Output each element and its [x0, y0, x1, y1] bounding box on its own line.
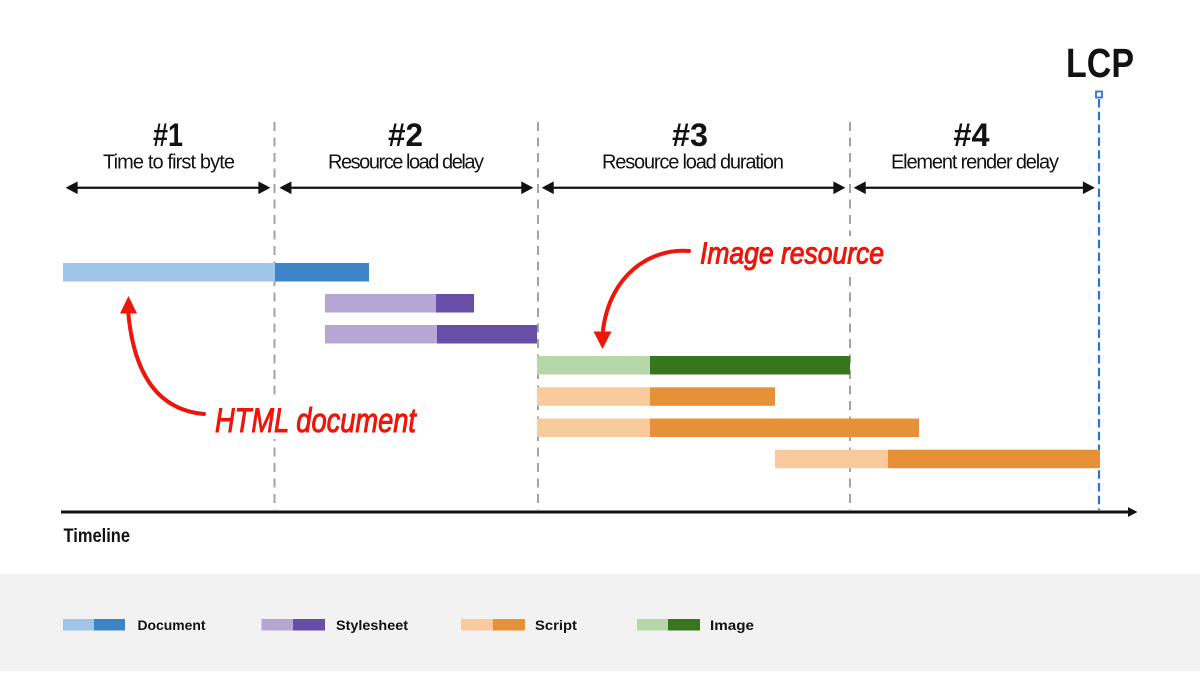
- svg-text:Element render delay: Element render delay: [891, 152, 1059, 174]
- svg-text:Image resource: Image resource: [700, 236, 884, 271]
- svg-text:Resource load delay: Resource load delay: [328, 152, 484, 174]
- svg-text:#1: #1: [153, 117, 183, 153]
- svg-text:Timeline: Timeline: [64, 526, 131, 547]
- svg-text:Image: Image: [710, 617, 754, 633]
- svg-text:Stylesheet: Stylesheet: [336, 617, 408, 633]
- svg-text:Document: Document: [138, 617, 206, 633]
- svg-text:#3: #3: [672, 117, 708, 153]
- svg-text:Time to first byte: Time to first byte: [103, 152, 235, 174]
- svg-text:#4: #4: [954, 117, 990, 153]
- svg-text:#2: #2: [388, 117, 423, 153]
- svg-text:LCP: LCP: [1066, 40, 1134, 86]
- svg-text:Script: Script: [535, 617, 577, 633]
- svg-text:HTML document: HTML document: [215, 402, 417, 440]
- svg-text:Resource load duration: Resource load duration: [602, 152, 784, 174]
